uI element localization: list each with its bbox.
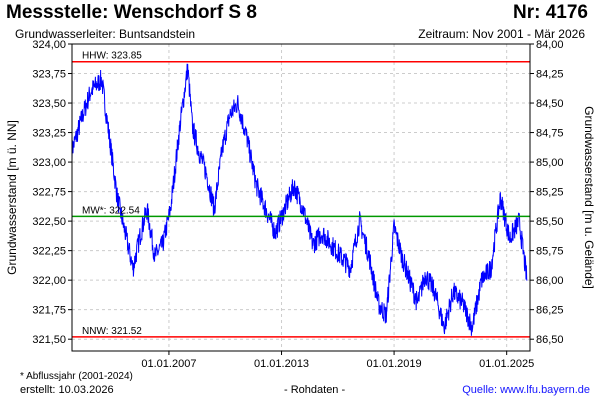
y-tick-label-left: 323,75: [32, 69, 66, 81]
y-tick-label-right: 84,00: [536, 39, 564, 51]
period-label: Zeitraum: Nov 2001 - Mär 2026: [418, 27, 585, 41]
x-tick-label: 01.01.2007: [141, 358, 196, 370]
station-title: Messstelle: Wenschdorf S 8: [6, 2, 257, 23]
rawdata-label: - Rohdaten -: [284, 384, 346, 396]
y-axis-label-left: Grundwasserstand [m ü. NN]: [5, 120, 19, 275]
reference-lines: HHW: 323.85 MW*: 322.54 NNW: 321.52: [72, 51, 530, 338]
x-tick-label: 01.01.2013: [254, 358, 309, 370]
y-tick-label-right: 85,25: [536, 187, 564, 199]
y-tick-label-right: 86,25: [536, 305, 564, 317]
y-tick-label-right: 85,50: [536, 216, 564, 228]
y-tick-label-left: 323,00: [32, 157, 66, 169]
source-link[interactable]: Quelle: www.lfu.bayern.de: [462, 384, 590, 396]
y-tick-label-left: 322,25: [32, 246, 66, 258]
footnote-hydrological-year: * Abflussjahr (2001-2024): [20, 371, 133, 382]
y-tick-label-right: 85,00: [536, 157, 564, 169]
aquifer-label: Grundwasserleiter: Buntsandstein: [15, 27, 196, 41]
y-tick-label-left: 323,50: [32, 98, 66, 110]
y-tick-label-right: 84,75: [536, 128, 564, 140]
y-tick-label-left: 322,00: [32, 275, 66, 287]
series-groundwater-level: [71, 63, 528, 336]
reference-line-label: NNW: 321.52: [82, 326, 142, 337]
y-tick-label-left: 321,75: [32, 305, 66, 317]
y-tick-label-left: 323,25: [32, 128, 66, 140]
created-date: erstellt: 10.03.2026: [20, 384, 114, 396]
y-tick-label-right: 84,50: [536, 98, 564, 110]
y-tick-label-right: 86,50: [536, 334, 564, 346]
y-tick-label-left: 322,75: [32, 187, 66, 199]
axis-ticks: 324,00 323,75 323,50 323,25 323,00 322,75 322,…: [32, 39, 563, 370]
reference-line-label: MW*: 322.54: [82, 205, 140, 216]
y-tick-label-right: 84,25: [536, 69, 564, 81]
y-tick-label-right: 85,75: [536, 246, 564, 258]
y-tick-label-left: 324,00: [32, 39, 66, 51]
x-tick-label: 01.01.2025: [479, 358, 534, 370]
series-layer: [71, 63, 528, 336]
y-tick-label-left: 321,50: [32, 334, 66, 346]
y-axis-label-right: Grundwasserstand [m u. Gelände]: [582, 106, 596, 289]
station-number: Nr: 4176: [513, 2, 588, 23]
reference-line-label: HHW: 323.85: [82, 51, 142, 62]
y-tick-label-right: 86,00: [536, 275, 564, 287]
plot-frame: [71, 43, 531, 352]
y-tick-label-left: 322,50: [32, 216, 66, 228]
x-tick-label: 01.01.2019: [367, 358, 422, 370]
